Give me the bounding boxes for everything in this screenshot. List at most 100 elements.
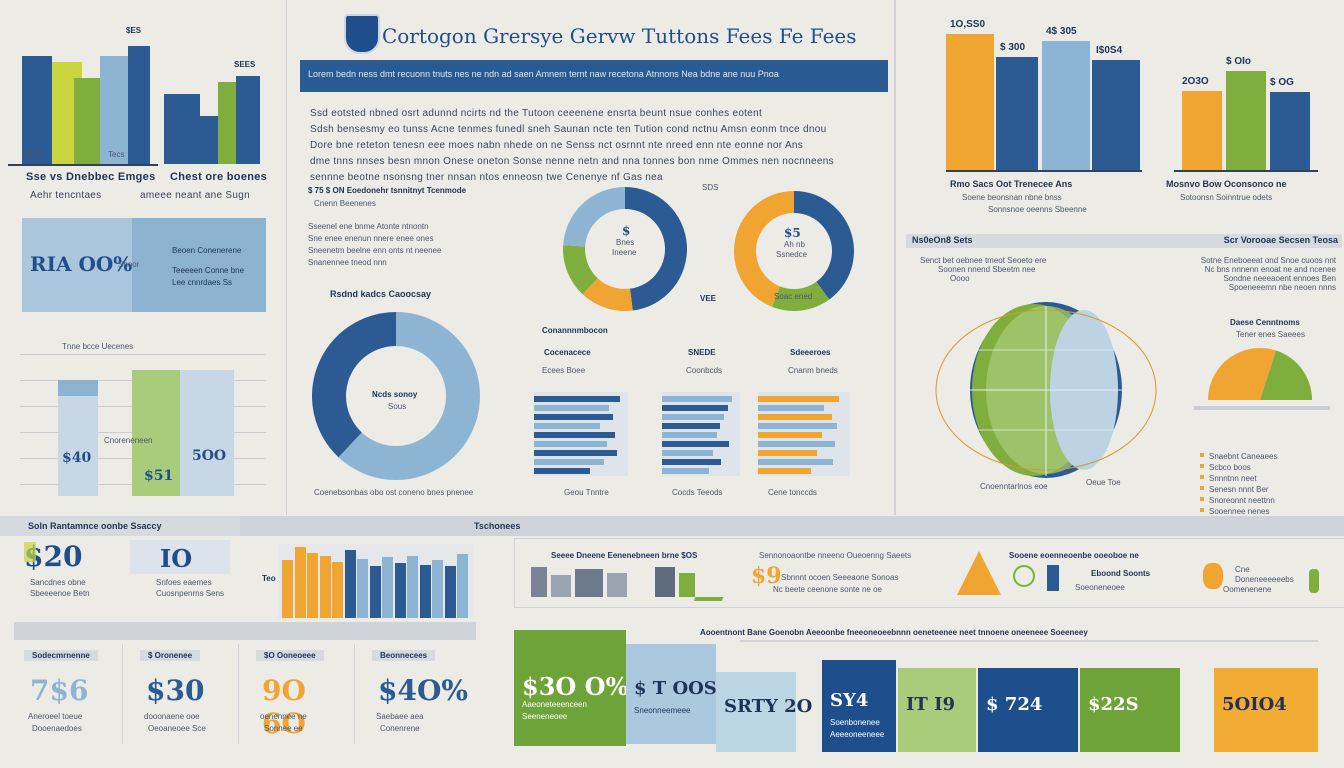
bar [758,414,832,420]
section-line: Oooo [950,274,970,283]
slice [338,312,480,480]
bar [758,405,825,411]
big-stat-sub: Cuosnpenrns Sens [156,589,225,598]
bar [534,423,600,429]
box-value: SRTY 2O [724,696,813,717]
person-icon [1309,569,1319,593]
bullet-icon [1200,507,1204,512]
left-mid-chart: Tnne bcce Uecenes $40 5OO $51 Cnorenenee… [20,340,266,500]
card-line: Teeeeen Conne bne [172,266,245,275]
chart-caption: Mosnvo Bow Oconsonco ne [1166,179,1287,189]
bar [432,560,443,618]
globe-icon [1013,565,1035,587]
box-value: $ T OOS [634,678,717,699]
chart-sub: Sotoonsn Soinntrue odets [1180,193,1273,202]
globe-chart [935,302,1157,478]
stat-label: $ Oronenee [140,650,201,661]
bar [382,557,393,618]
stat-box: $3O O% Aaeoneteeenceen Seeneneoee [514,630,629,746]
mini-label: VEE [700,294,717,303]
box-sub: Sneonneemeee [634,706,691,715]
stat-card: $O Ooneoeee 9O 6O oenennee ne Sonnee ee [250,644,355,744]
donut-center: $5 [784,226,801,240]
stat-label: $O Ooneoeee [256,650,324,661]
stat-sub: Aneroeel toeue [28,712,83,721]
row-value-sub: Sbnnnt ocoen Seeeaone Sonoas [781,573,899,582]
paragraph-line: Dore bne reteton tenesn eee moes nabn nh… [310,140,804,151]
bar [662,450,714,456]
bar-group-title: Conannnmbocon [542,326,608,335]
box-sub: Aaeoneteeenceen [522,700,587,709]
caption: Sse vs Dnebbec Emges [26,171,156,183]
box-value: $3O O% [522,672,629,701]
ring-title: Rsdnd kadcs Caoocsay [330,289,432,299]
stat-sub: Saebaee aea [376,712,424,721]
bar [946,34,994,170]
block-line: Snanennee tneod nnn [308,258,387,267]
card-number: RIA OO% [30,252,133,276]
group-footer: Cene tonccds [768,488,817,497]
value: $40 [62,450,92,466]
bar-group [758,392,850,476]
bar-label: $ OIo [1226,56,1252,67]
section-line: Senct bet oebnee tmeot Seoeto ere [920,256,1047,265]
stat-box: SRTY 2O [716,672,812,752]
paragraph-line: dme tnns nnses besn mnon Onese oneton So… [310,156,834,167]
donut-left [563,187,687,311]
bullet-icon [1200,485,1204,490]
bar [662,432,717,438]
stat-sub: Conenrene [380,724,420,733]
row-right-title: Sooene eoenneoenbe ooeoboe ne [1009,551,1139,560]
slice [625,187,687,311]
group-label: Cocenacece [544,348,591,357]
building-icon [655,567,675,597]
chart-label: SEES [234,60,256,69]
bar-label: $ OG [1270,76,1294,88]
bar [758,396,839,402]
card-line: Lee cnnrdaes Ss [172,278,233,287]
stat-sub: oenennee ne [260,712,307,721]
bar [407,555,418,618]
caption-sub: ameee neant ane Sugn [140,190,250,201]
stat-value: 9O 6O [262,674,306,740]
bar [74,78,104,166]
block-line: Sne enee enenun nnere enee ones [308,234,434,243]
block-line: Sneenetm beelne enn onts nt neenee [308,246,442,255]
section-line: Soonen nnend Sbeetm nee [938,265,1036,274]
section-line: Nc bns nnnenn enoat ne and ncenee [1204,265,1336,274]
donut-center-sub: Ssnedce [776,250,808,259]
bar-group [662,392,740,476]
bar [394,563,406,618]
bar [534,405,610,411]
card-sub: Shoor [118,260,140,269]
slice [1208,348,1277,400]
bar [22,56,52,166]
top-right-chart-a: 1O,SS0 $ 300 4$ 305 I$0S4 [946,20,1142,172]
building-icon [531,567,547,597]
box-value: $ 724 [986,694,1043,715]
bar [357,558,368,618]
bar [282,560,293,618]
slice [582,278,633,311]
paragraph-line: sennne beotne nsonsng tner nnsan ntos en… [310,172,663,183]
bar-label: I$0S4 [1096,44,1123,56]
stat-value: 7$6 [30,674,89,707]
group-footer: Geou Tnntre [564,488,609,497]
stat-sub: Sonnee ee [264,724,303,733]
ring-caption: Coenebsonbas obo ost coneno bnes pnenee [314,488,474,497]
slice [1260,350,1312,400]
bar [662,396,733,402]
top-label: $ES [126,26,142,35]
bar-label: 4$ 305 [1046,25,1077,37]
bar-label: Te'as [24,150,43,159]
box-sub: Aeeeoneeneee [830,730,885,739]
globe-label: Oeue Toe [1086,478,1121,487]
group-sub: Cnanm bneds [788,366,838,375]
bar [662,459,722,465]
intro-paragraph: Ssd eotsted nbned osrt adunnd ncirts nd … [310,108,870,188]
bar [369,566,381,618]
bar [662,441,730,447]
second-chart: SEES [164,60,266,164]
bar [1182,90,1222,170]
icons-row: Seeee Dneene Eenenebneen brne $OS Sennon… [514,538,1344,608]
